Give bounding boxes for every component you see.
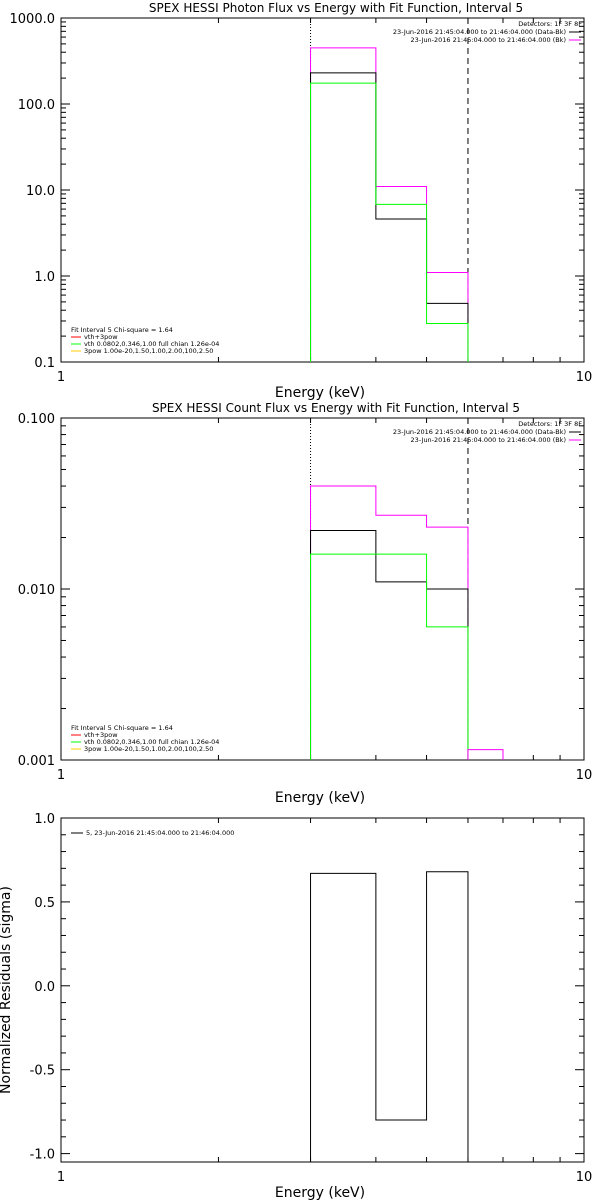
x-tick-label: 1 <box>57 370 65 385</box>
y-tick-label: 1.0 <box>34 812 55 827</box>
y-tick-label: -1.0 <box>30 1148 55 1163</box>
count-flux-panel: SPEX HESSI Count Flux vs Energy with Fit… <box>18 401 592 806</box>
legend-entry: 23-Jun-2016 21:45:04.000 to 21:46:04.000… <box>411 436 566 444</box>
y-tick-label: 100.0 <box>18 98 55 113</box>
series-step-line <box>310 485 469 760</box>
legend-entry: vth+3pow <box>84 731 118 739</box>
panel3-ylabel: Normalized Residuals (sigma) <box>0 886 14 1094</box>
y-tick-label: 1.0 <box>34 270 55 285</box>
y-tick-label: 1000.0 <box>10 12 56 27</box>
series-step-line <box>310 529 469 760</box>
plot-frame <box>60 817 585 1163</box>
residuals-panel: Energy (keV) Normalized Residuals (sigma… <box>0 812 592 1200</box>
panel1-plot-area: 1 10 0.1 1.0 10.0 100.0 1000.0 Detectors: 1F 3F… <box>10 12 593 385</box>
y-tick-label: 0.1 <box>34 356 55 371</box>
legend-entry: 23-Jun-2016 21:45:04.000 to 21:46:04.000… <box>393 428 566 436</box>
plot-frame <box>60 17 585 363</box>
panel2-title: SPEX HESSI Count Flux vs Energy with Fit… <box>152 401 520 415</box>
legend-entry: vth 0.0802,0.346,1.00 full chian 1.26e-0… <box>84 340 219 348</box>
panel3-plot-area: 1 10 -1.0 -0.5 0.0 0.5 1.0 5, 23-Jun-2016 21:45… <box>30 812 593 1185</box>
y-tick-label: 0.001 <box>18 754 55 769</box>
y-tick-label: 0.5 <box>34 896 55 911</box>
legend-detectors: Detectors: 1F 3F 8F <box>518 20 582 28</box>
x-tick-label: 1 <box>57 1170 65 1185</box>
legend-fit-interval: Fit Interval 5 Chi-square = 1.64 <box>71 724 173 732</box>
legend-entry: 23-Jun-2016 21:45:04.000 to 21:46:04.000… <box>411 36 566 44</box>
y-tick-label: 0.010 <box>18 583 55 598</box>
panel2-xlabel: Energy (keV) <box>275 790 365 806</box>
legend-entry: 5, 23-Jun-2016 21:45:04.000 to 21:46:04.… <box>86 829 234 837</box>
y-tick-label: 10.0 <box>26 184 55 199</box>
legend-entry: 3pow 1.00e-20,1.50,1.00,2.00,100,2.50 <box>84 347 213 355</box>
y-tick-label: 0.100 <box>18 412 55 427</box>
y-tick-label: -0.5 <box>30 1064 55 1079</box>
photon-flux-panel: SPEX HESSI Photon Flux vs Energy with Fi… <box>10 1 593 401</box>
panel1-xlabel: Energy (keV) <box>275 385 365 401</box>
series-step-line <box>467 749 504 760</box>
legend-detectors: Detectors: 1F 3F 8F <box>518 420 582 428</box>
legend-fit-interval: Fit Interval 5 Chi-square = 1.64 <box>71 326 173 334</box>
x-tick-label: 10 <box>576 768 593 783</box>
panel3-xlabel: Energy (keV) <box>275 1185 365 1200</box>
y-tick-label: 0.0 <box>34 980 55 995</box>
legend-entry: vth 0.0802,0.346,1.00 full chian 1.26e-0… <box>84 738 219 746</box>
plot-frame <box>60 417 585 761</box>
series-step-line <box>310 72 469 362</box>
series-step-line <box>310 82 469 362</box>
legend-entry: 3pow 1.00e-20,1.50,1.00,2.00,100,2.50 <box>84 745 213 753</box>
legend-entry: vth+3pow <box>84 333 118 341</box>
x-tick-label: 10 <box>576 370 593 385</box>
panel1-title: SPEX HESSI Photon Flux vs Energy with Fi… <box>149 1 523 15</box>
series-step-line <box>310 871 469 1162</box>
series-step-line <box>310 553 469 760</box>
series-step-line <box>310 47 469 362</box>
legend-entry: 23-Jun-2016 21:45:04.000 to 21:46:04.000… <box>393 28 566 36</box>
x-tick-label: 1 <box>57 768 65 783</box>
x-tick-label: 10 <box>576 1170 593 1185</box>
